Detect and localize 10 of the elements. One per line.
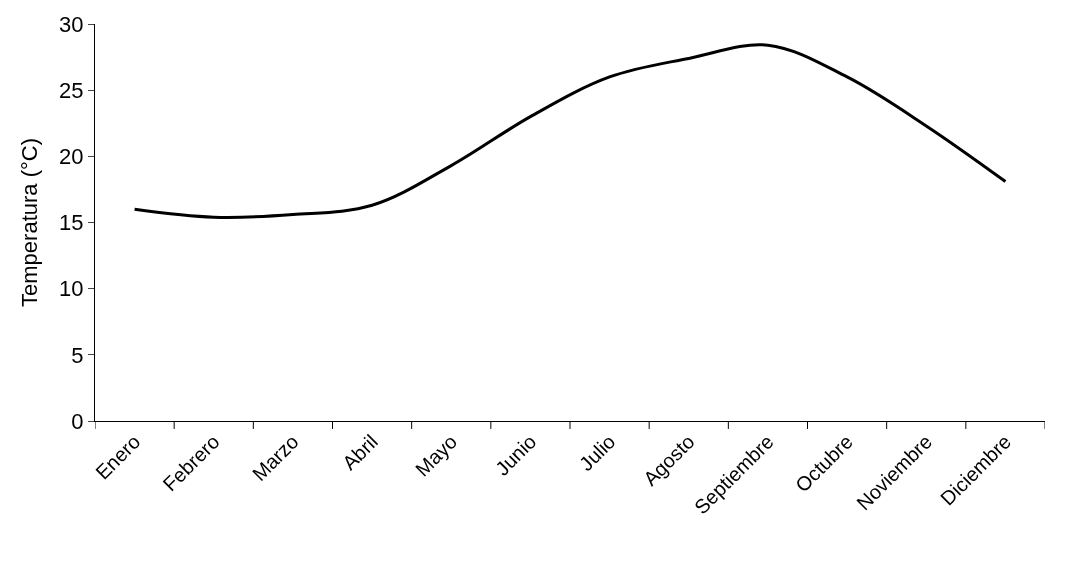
y-tick-label: 20 (59, 144, 84, 170)
y-tick-label: 30 (59, 11, 84, 37)
y-tick-label: 0 (71, 408, 84, 434)
y-tick-label: 5 (71, 342, 84, 368)
x-tick-label: Julio (574, 430, 620, 475)
y-tick-label: 25 (59, 77, 84, 103)
line-series (133, 43, 1007, 219)
y-tick-label: 10 (59, 276, 84, 302)
y-axis-title: Temperatura (°C) (16, 138, 42, 307)
y-tick-label: 15 (59, 210, 84, 236)
